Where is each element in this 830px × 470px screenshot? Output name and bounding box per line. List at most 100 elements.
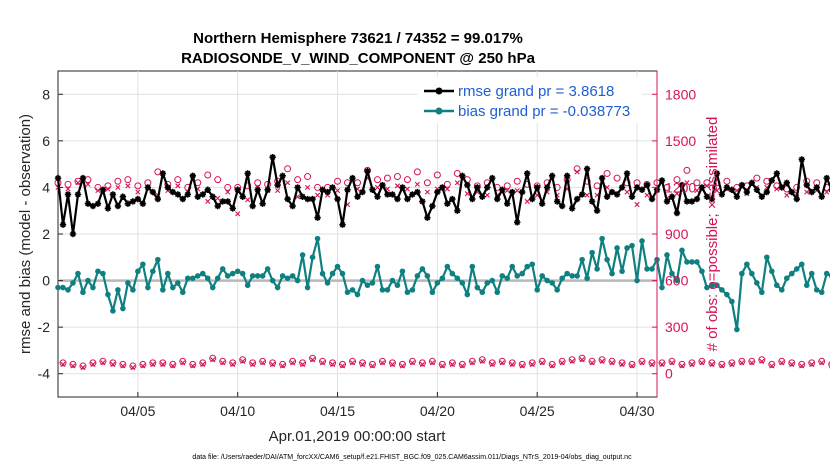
rmse-point xyxy=(474,184,481,191)
bias-point xyxy=(719,287,725,293)
rmse-point xyxy=(728,186,736,193)
bias-point xyxy=(564,270,570,277)
assimilated-point xyxy=(524,198,530,204)
bias-point xyxy=(85,277,91,284)
rmse-point xyxy=(509,188,516,196)
rmse-point xyxy=(598,174,606,182)
rmse-point xyxy=(89,202,97,210)
possible-point xyxy=(169,360,177,368)
rmse-point xyxy=(738,181,746,189)
rmse-point xyxy=(663,198,671,205)
x-tick-label-3: 04/20 xyxy=(420,403,455,419)
rmse-point xyxy=(314,214,321,221)
rmse-point xyxy=(613,191,621,198)
assimilated-point xyxy=(260,360,266,366)
rmse-point xyxy=(638,186,646,193)
rmse-point xyxy=(519,188,526,196)
rmse-point xyxy=(733,193,741,200)
assimilated-point xyxy=(105,186,111,192)
assimilated-point xyxy=(285,180,291,186)
bias-point xyxy=(364,282,371,289)
assimilated-point xyxy=(399,363,406,369)
y2-tick-label-5: 1500 xyxy=(665,133,696,149)
legend-bias-marker xyxy=(435,107,443,115)
assimilated-point xyxy=(719,363,725,369)
bias-point xyxy=(589,249,595,256)
possible-point xyxy=(538,357,546,365)
rmse-point xyxy=(499,186,506,193)
bias-point xyxy=(783,275,790,282)
possible-point xyxy=(708,359,716,367)
possible-point xyxy=(279,360,287,368)
rmse-point xyxy=(69,230,77,238)
bias-point xyxy=(444,263,451,270)
rmse-point xyxy=(449,195,456,203)
assimilated-point xyxy=(314,192,321,198)
rmse-point xyxy=(319,186,326,193)
assimilated-point xyxy=(669,360,675,366)
possible-point xyxy=(498,357,506,365)
rmse-point xyxy=(194,193,201,200)
bias-point xyxy=(714,282,720,289)
bias-point xyxy=(539,273,545,279)
bias-point xyxy=(239,270,246,277)
possible-point xyxy=(269,359,277,367)
rmse-point xyxy=(494,195,501,203)
rmse-point xyxy=(234,186,241,193)
rmse-point xyxy=(588,198,596,205)
bias-point xyxy=(818,289,825,296)
assimilated-point xyxy=(150,361,156,367)
rmse-point xyxy=(563,172,571,179)
assimilated-point xyxy=(639,360,645,366)
assimilated-point xyxy=(280,363,286,369)
bias-point xyxy=(214,275,221,282)
rmse-point xyxy=(708,195,716,203)
assimilated-point xyxy=(170,363,176,369)
footnote: data file: /Users/raeder/DAI/ATM_forcXX/… xyxy=(192,454,632,461)
rmse-point xyxy=(119,193,127,200)
rmse-point xyxy=(269,153,276,161)
possible-point xyxy=(79,362,87,370)
bias-point xyxy=(579,256,585,263)
y2-tick-label-3: 900 xyxy=(665,226,689,242)
bias-point xyxy=(734,326,740,333)
bias-point xyxy=(55,284,61,291)
rmse-point xyxy=(514,219,521,226)
bias-point xyxy=(170,284,176,291)
bias-point xyxy=(554,287,560,293)
y-tick-label-2: 0 xyxy=(42,273,50,289)
rmse-point xyxy=(359,188,366,196)
possible-point xyxy=(468,357,476,365)
bias-point xyxy=(694,259,700,265)
possible-point xyxy=(249,359,257,367)
possible-point xyxy=(304,173,312,181)
rmse-point xyxy=(723,184,731,191)
rmse-point xyxy=(134,195,142,203)
possible-point xyxy=(109,359,117,367)
possible-point xyxy=(149,359,157,367)
x-tick-label-2: 04/15 xyxy=(320,403,355,419)
assimilated-point xyxy=(479,358,485,364)
assimilated-point xyxy=(270,361,276,367)
bias-point xyxy=(254,273,261,279)
bias-point xyxy=(75,270,81,277)
possible-point xyxy=(189,360,197,368)
assimilated-point xyxy=(135,189,141,195)
possible-point xyxy=(608,357,616,365)
bias-point xyxy=(639,238,645,244)
rmse-point xyxy=(778,184,785,191)
rmse-point xyxy=(74,191,82,198)
y-axis-right: 0 300 600 900 1200 1500 1800 xyxy=(652,71,696,397)
assimilated-point xyxy=(210,357,216,363)
rmse-point xyxy=(244,170,251,177)
rmse-point xyxy=(753,186,761,193)
rmse-point xyxy=(189,172,196,179)
possible-point xyxy=(728,359,736,367)
possible-point xyxy=(69,360,77,368)
bias-point xyxy=(544,277,550,284)
bias-point xyxy=(559,275,565,282)
rmse-point xyxy=(54,174,62,182)
assimilated-point xyxy=(779,360,785,366)
possible-point xyxy=(129,362,137,370)
possible-point xyxy=(59,359,67,367)
